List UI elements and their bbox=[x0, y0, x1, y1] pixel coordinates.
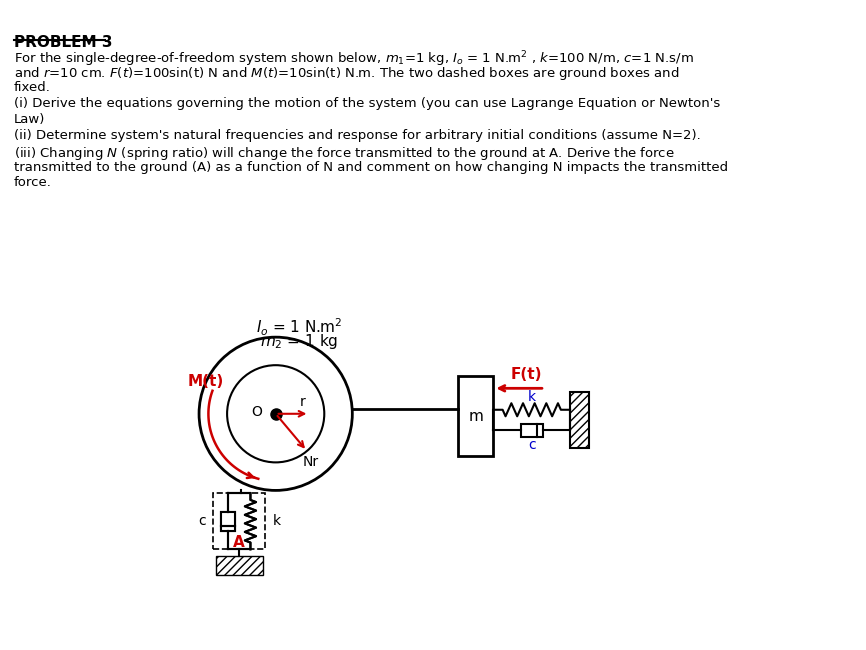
Text: (i) Derive the equations governing the motion of the system (you can use Lagrang: (i) Derive the equations governing the m… bbox=[14, 97, 721, 110]
Bar bbox=[458, 376, 494, 456]
Text: (ii) Determine system's natural frequencies and response for arbitrary initial c: (ii) Determine system's natural frequenc… bbox=[14, 129, 701, 142]
Text: and $r$=10 cm. $F(t)$=100sin(t) N and $M(t)$=10sin(t) N.m. The two dashed boxes : and $r$=10 cm. $F(t)$=100sin(t) N and $M… bbox=[14, 65, 679, 82]
Text: A: A bbox=[233, 535, 245, 550]
Text: Law): Law) bbox=[14, 113, 45, 126]
Text: c: c bbox=[528, 438, 535, 452]
Text: $m_2$ = 1 kg: $m_2$ = 1 kg bbox=[260, 332, 339, 350]
Text: force.: force. bbox=[14, 176, 52, 189]
Bar bbox=[222, 512, 235, 530]
Text: Nr: Nr bbox=[302, 455, 319, 469]
Text: k: k bbox=[527, 390, 536, 404]
Text: k: k bbox=[273, 514, 281, 528]
Text: transmitted to the ground (A) as a function of N and comment on how changing N i: transmitted to the ground (A) as a funct… bbox=[14, 161, 728, 174]
Bar bbox=[520, 424, 543, 437]
Text: $I_o$ = 1 N.m$^2$: $I_o$ = 1 N.m$^2$ bbox=[255, 317, 342, 338]
Text: c: c bbox=[198, 514, 205, 528]
Text: (iii) Changing $N$ (spring ratio) will change the force transmitted to the groun: (iii) Changing $N$ (spring ratio) will c… bbox=[14, 145, 675, 162]
Bar bbox=[570, 393, 589, 448]
Text: F(t): F(t) bbox=[510, 367, 542, 382]
Text: m: m bbox=[469, 409, 483, 424]
Text: O: O bbox=[251, 405, 262, 419]
Text: r: r bbox=[300, 395, 306, 409]
Bar bbox=[222, 512, 235, 530]
Bar bbox=[216, 556, 262, 575]
Text: fixed.: fixed. bbox=[14, 81, 51, 94]
Text: PROBLEM 3: PROBLEM 3 bbox=[14, 35, 113, 50]
Bar bbox=[213, 493, 265, 549]
Text: M(t): M(t) bbox=[187, 374, 223, 389]
Text: For the single-degree-of-freedom system shown below, $m_1$=1 kg, $I_o$ = 1 N.m$^: For the single-degree-of-freedom system … bbox=[14, 49, 694, 69]
